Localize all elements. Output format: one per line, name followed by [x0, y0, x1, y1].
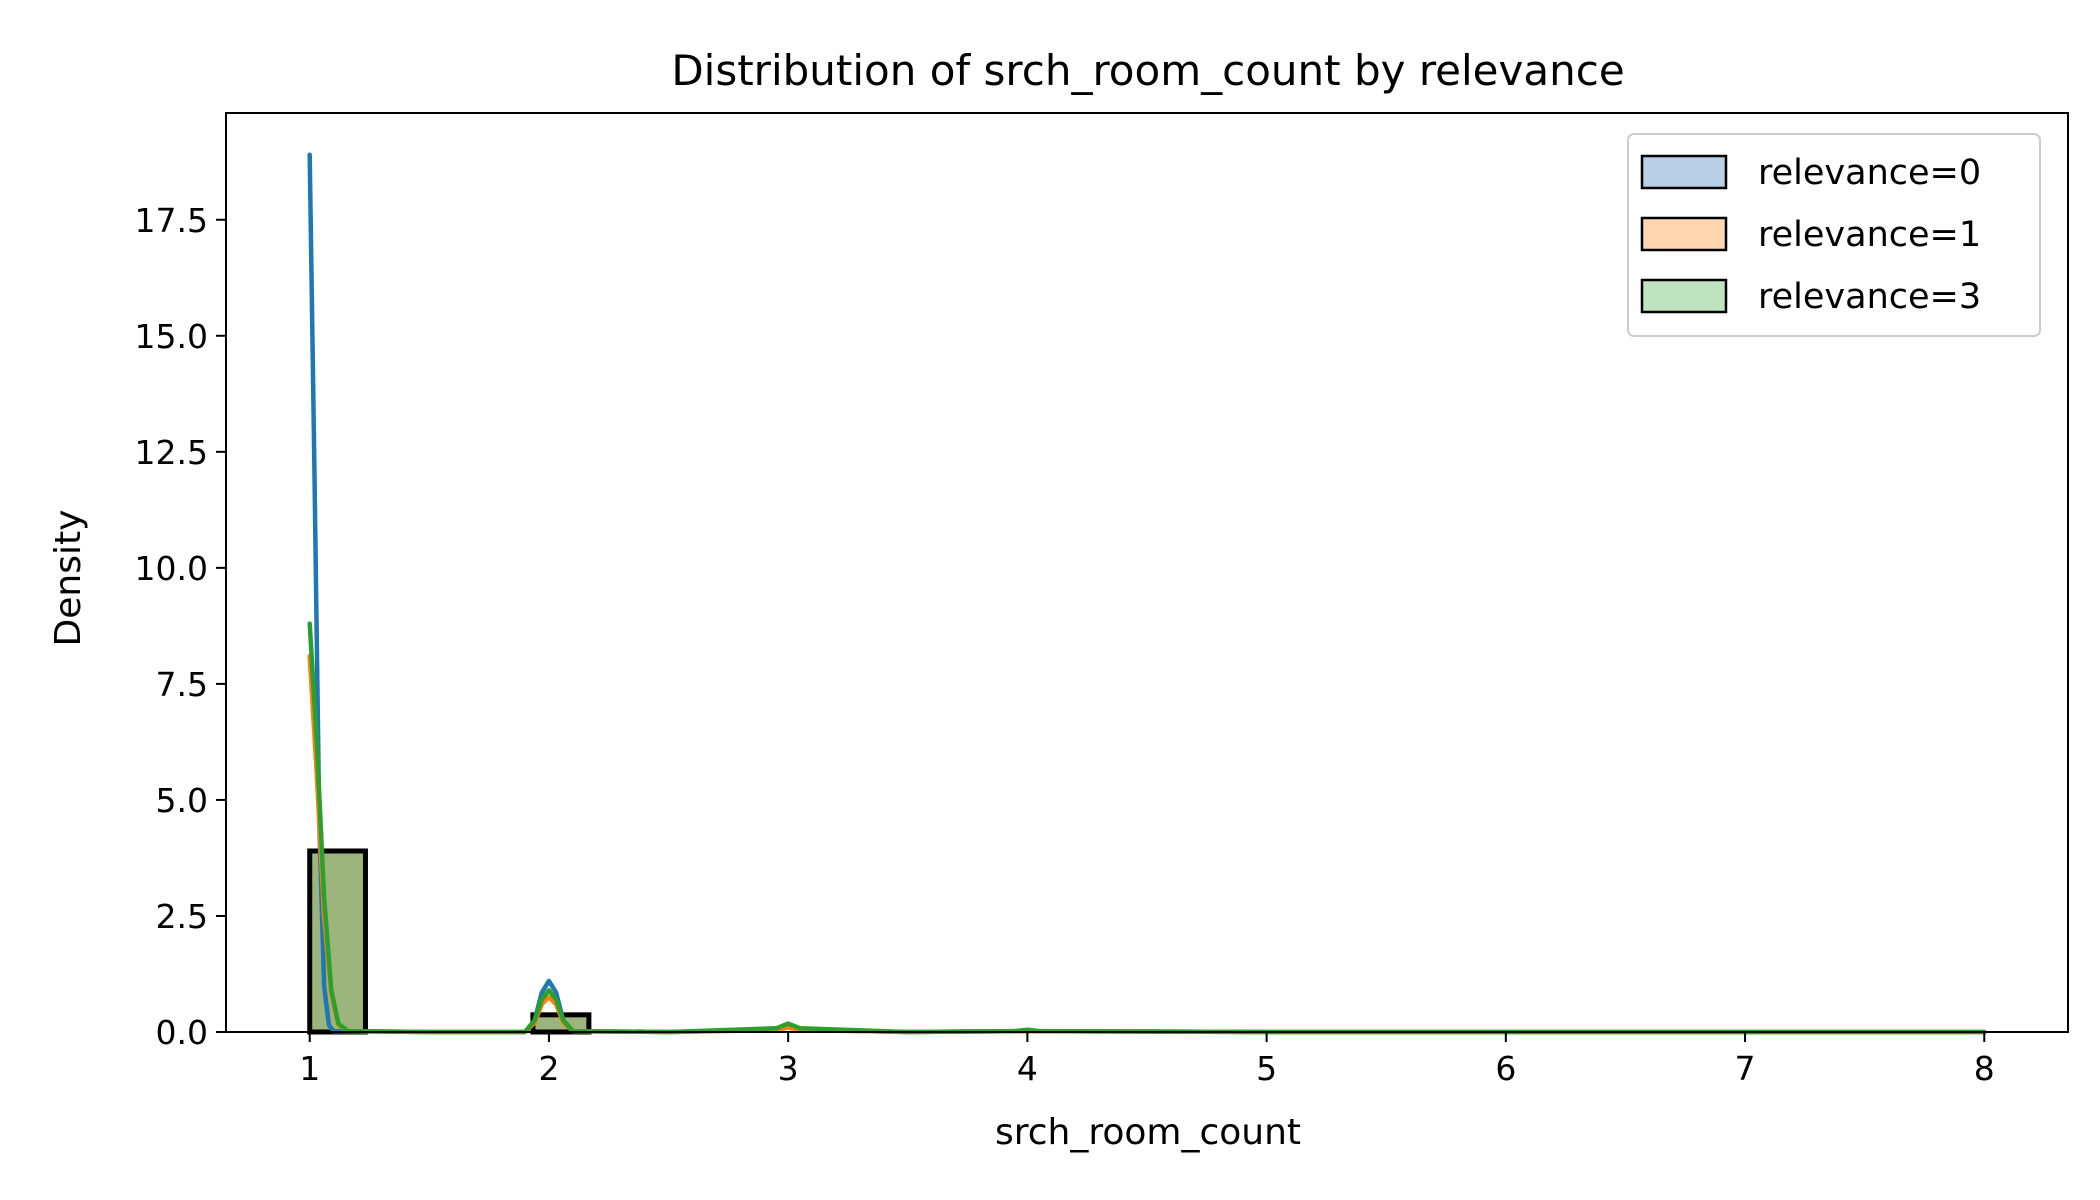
x-axis-label: srch_room_count: [995, 1112, 1301, 1153]
x-tick-label: 3: [778, 1049, 799, 1088]
y-tick-label: 15.0: [135, 317, 208, 356]
y-tick-label: 10.0: [135, 549, 208, 588]
x-tick-label: 2: [538, 1049, 559, 1088]
y-tick-label: 0.0: [156, 1013, 208, 1052]
legend-label-2: relevance=1: [1758, 215, 1981, 255]
x-tick-label: 5: [1256, 1049, 1277, 1088]
kde-line-relevance-3: [307, 621, 1987, 1035]
legend-swatch-2: [1640, 216, 1728, 252]
legend-swatch-1: [1640, 154, 1728, 190]
plot-area: 1 2 3 4 5 6 7 8 0.0 2.5 5.0 7.5 10.0 12.5 15.0 17.5: [135, 112, 2069, 1088]
legend: relevance=0 relevance=1 relevance=3: [1627, 133, 2041, 337]
x-tick-label: 4: [1017, 1049, 1038, 1088]
legend-box: [1627, 133, 2041, 337]
y-tick-label: 17.5: [135, 201, 208, 240]
y-axis-label: Density: [48, 510, 89, 647]
chart-title: Distribution of srch_room_count by relev…: [671, 46, 1624, 95]
legend-swatch-3: [1640, 278, 1728, 314]
x-tick-label: 6: [1495, 1049, 1516, 1088]
y-tick-label: 12.5: [135, 433, 208, 472]
x-tick-label: 1: [299, 1049, 320, 1088]
x-axis-ticks: 1 2 3 4 5 6 7 8: [299, 1032, 1995, 1088]
legend-label-1: relevance=0: [1758, 153, 1981, 193]
plot-frame: [225, 112, 2069, 1033]
legend-label-3: relevance=3: [1758, 277, 1981, 317]
y-tick-label: 2.5: [156, 897, 208, 936]
y-axis-ticks: 0.0 2.5 5.0 7.5 10.0 12.5 15.0 17.5: [135, 201, 226, 1052]
x-tick-label: 7: [1735, 1049, 1756, 1088]
y-tick-label: 5.0: [156, 781, 208, 820]
x-tick-label: 8: [1974, 1049, 1995, 1088]
y-tick-label: 7.5: [156, 665, 208, 704]
histogram-bar-1: [307, 848, 368, 1035]
